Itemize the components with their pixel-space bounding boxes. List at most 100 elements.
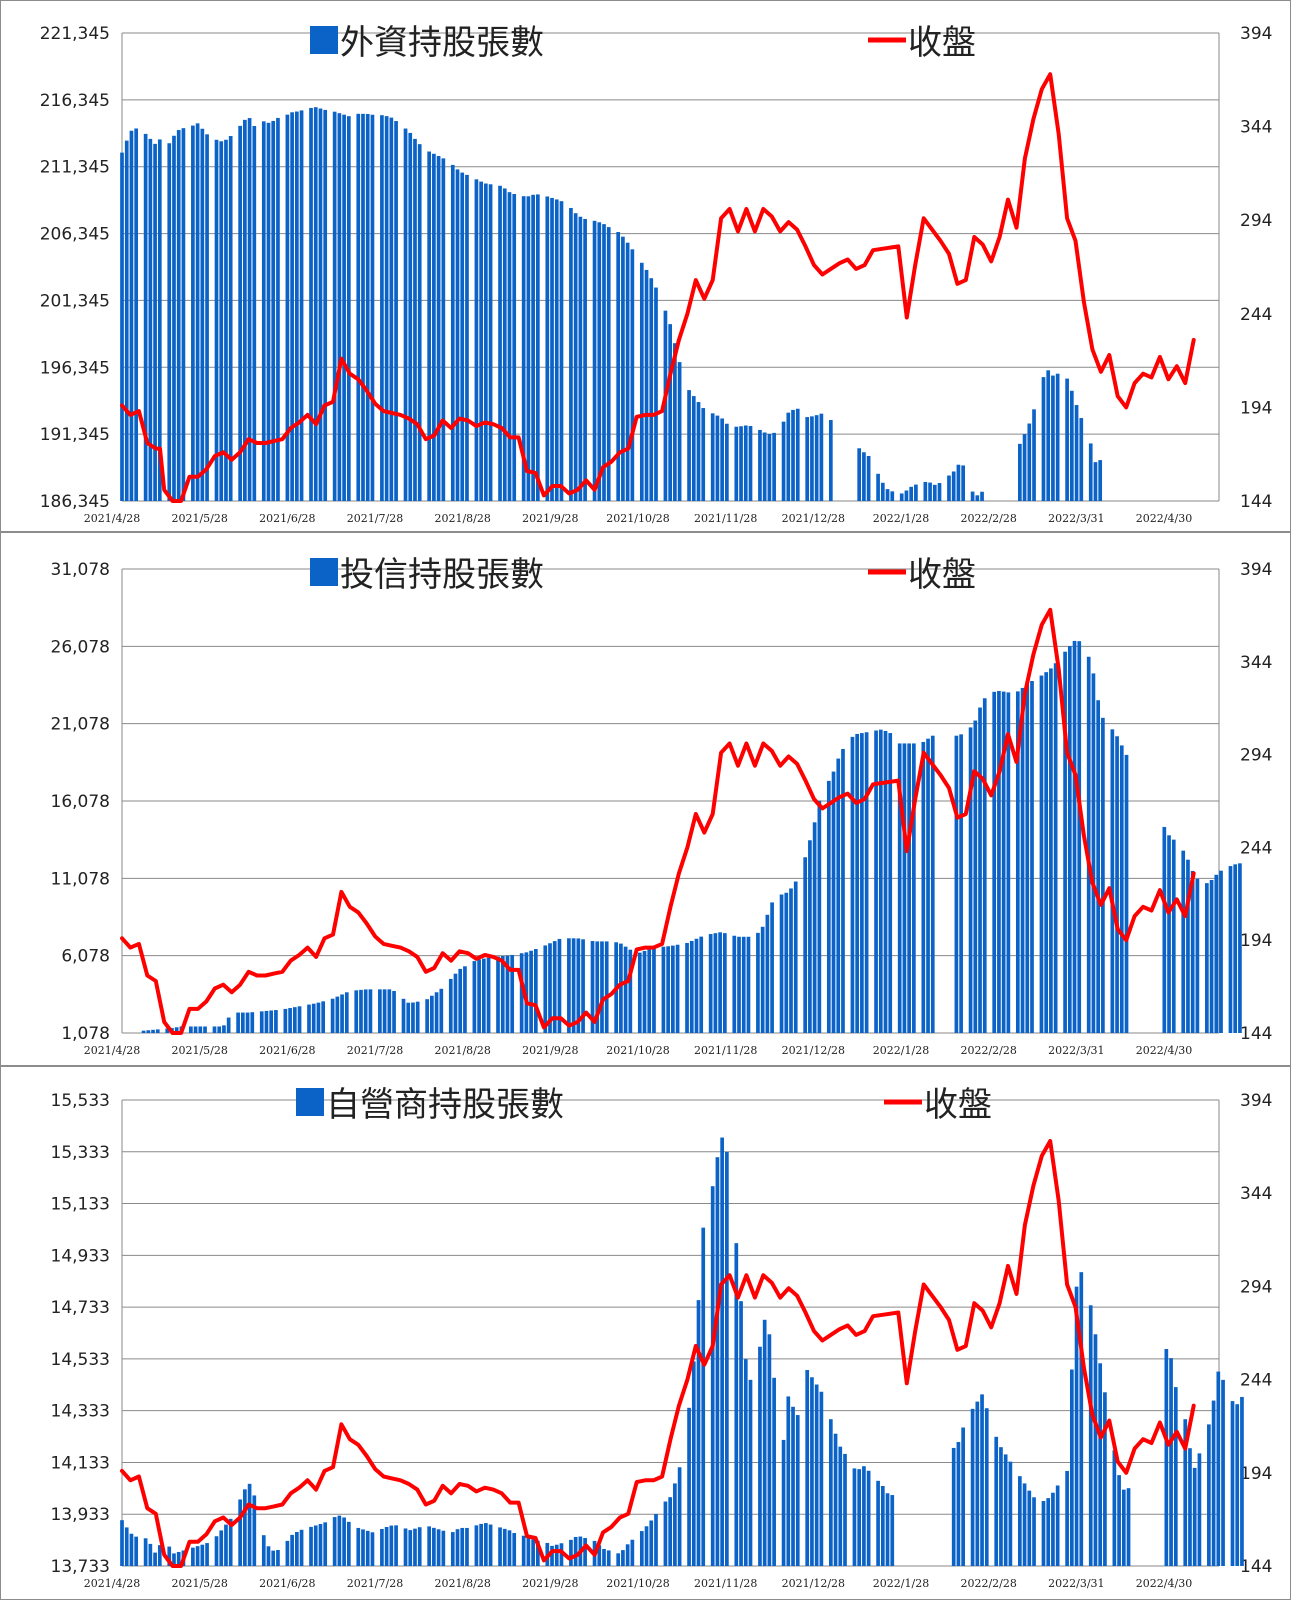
holding-bar [380, 1528, 384, 1566]
holding-bar [831, 771, 836, 1033]
holding-bar [687, 390, 691, 501]
holding-bar [573, 1536, 578, 1566]
holding-bar [1101, 717, 1105, 1033]
holding-bar [904, 490, 909, 501]
holding-bar [616, 232, 621, 502]
x-tick-label: 2021/8/28 [434, 1044, 490, 1057]
holding-bar [176, 1551, 181, 1566]
right-tick-label: 144 [1240, 1557, 1272, 1577]
x-tick-label: 2022/2/28 [960, 1577, 1016, 1590]
holding-bar [389, 1525, 394, 1566]
holding-bar [269, 1010, 274, 1033]
holding-bar [550, 1545, 554, 1566]
chart-panel-2: 31,078 26,078 21,078 16,078 11,078 6,078 1,078… [0, 532, 1291, 1066]
holding-bar [450, 1532, 455, 1566]
holding-bar [264, 1010, 269, 1033]
holding-bar [1027, 423, 1032, 501]
holding-bar [463, 966, 467, 1033]
holding-bar [205, 1543, 209, 1566]
holding-bar [167, 1546, 172, 1566]
left-tick-label: 14,333 [51, 1402, 110, 1422]
left-tick-label: 211,345 [40, 158, 110, 178]
holding-bar [978, 707, 982, 1033]
holding-bar [536, 1540, 540, 1566]
holding-bar [198, 1026, 203, 1033]
holding-bar [902, 743, 907, 1033]
holding-bar [795, 408, 800, 501]
holding-bar [841, 749, 845, 1033]
left-tick-label: 14,533 [51, 1350, 110, 1370]
holding-bar [413, 138, 417, 501]
holding-bar [954, 735, 959, 1033]
holding-bar [392, 991, 396, 1033]
holding-bar [860, 733, 864, 1033]
holding-bar [143, 133, 148, 501]
holding-bar [1171, 839, 1176, 1033]
holding-bar [276, 117, 280, 502]
right-tick-label: 194 [1240, 931, 1272, 951]
x-tick-label: 2022/3/31 [1048, 1577, 1104, 1590]
holding-bar [1065, 378, 1069, 501]
holding-bar [663, 1501, 668, 1566]
holding-bar [1093, 1334, 1098, 1566]
holding-bar [795, 1415, 800, 1566]
right-tick-label: 194 [1240, 1464, 1272, 1484]
holding-bar [1065, 1470, 1069, 1566]
holding-bar [436, 156, 441, 501]
holding-bar [172, 1553, 176, 1566]
holding-bar [545, 196, 550, 502]
holding-bar [741, 936, 746, 1033]
holding-bar [647, 949, 652, 1033]
holding-bar [1051, 375, 1055, 501]
holding-bar [644, 269, 649, 501]
holding-bar [295, 1531, 299, 1566]
holding-bar [481, 958, 486, 1033]
holding-bar [1055, 1485, 1060, 1566]
holding-bar [332, 1517, 337, 1566]
x-tick-label: 2021/4/28 [84, 1044, 140, 1057]
holding-bar [975, 495, 980, 501]
holding-bar [141, 1030, 146, 1033]
holding-bar [843, 1453, 847, 1566]
holding-bar [838, 1446, 843, 1566]
holding-bar [748, 1379, 753, 1566]
holding-bar [271, 120, 276, 502]
holding-bar [313, 1525, 318, 1566]
holding-bar [146, 1030, 151, 1033]
holding-bar [883, 730, 888, 1033]
holding-bar [533, 949, 538, 1033]
holding-bar [356, 1527, 361, 1566]
holding-bar [1183, 1419, 1188, 1566]
holding-bar [772, 432, 776, 501]
holding-bar [673, 343, 677, 501]
holding-bar [786, 1396, 791, 1566]
legend-bar-label: 自營商持股張數 [326, 1085, 564, 1125]
holding-bar [1079, 418, 1084, 501]
x-tick-label: 2022/1/28 [873, 512, 929, 525]
x-tick-label: 2022/4/30 [1136, 1577, 1192, 1590]
holding-bar [292, 1007, 297, 1033]
right-tick-label: 394 [1240, 1091, 1272, 1111]
bar-series [141, 640, 1242, 1033]
left-tick-label: 196,345 [40, 358, 110, 378]
holding-bar [498, 1527, 502, 1566]
x-tick-label: 2021/6/28 [259, 512, 315, 525]
holding-bar [479, 181, 483, 501]
holding-bar [155, 1029, 160, 1033]
holding-bar [701, 408, 706, 501]
holding-bar [1205, 883, 1209, 1033]
holding-bar [760, 926, 765, 1033]
holding-bar [569, 207, 573, 501]
holding-bar [876, 1480, 880, 1566]
holding-bar [814, 415, 819, 501]
holding-bar [453, 973, 458, 1033]
holding-bar [710, 413, 715, 501]
holding-bar [880, 1486, 885, 1566]
holding-bar [290, 1534, 294, 1566]
holding-bar [153, 1552, 157, 1566]
holding-bar [285, 114, 290, 501]
close-price-line [120, 1139, 1196, 1568]
holding-bar [1022, 434, 1027, 501]
x-tick-label: 2021/7/28 [347, 512, 403, 525]
holding-bar [980, 491, 984, 501]
